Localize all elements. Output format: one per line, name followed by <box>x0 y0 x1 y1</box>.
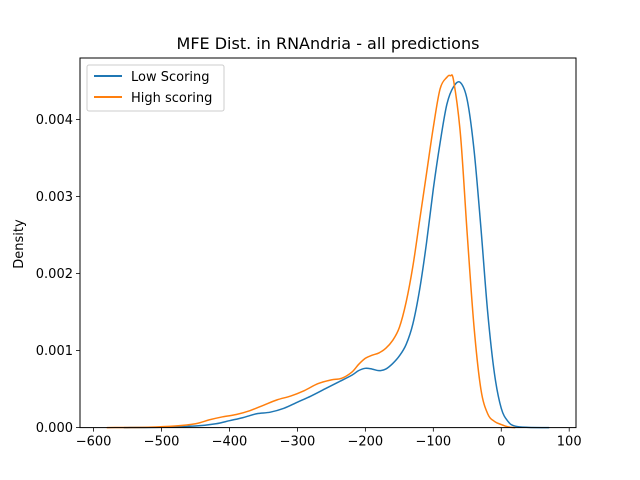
x-axis: −600 −500 −400 −300 −200 −100 0 100 <box>76 427 582 450</box>
y-tick-label: 0.001 <box>36 344 73 359</box>
y-tick-label: 0.002 <box>36 267 73 282</box>
x-tick-label: −500 <box>144 435 180 450</box>
y-axis-label: Density <box>12 219 27 269</box>
legend: Low Scoring High scoring <box>86 64 225 112</box>
chart-title: MFE Dist. in RNAndria - all predictions <box>177 34 480 53</box>
y-tick-label: 0.000 <box>36 421 73 436</box>
series-line-high-scoring <box>106 74 516 429</box>
y-axis: 0.000 0.001 0.002 0.003 0.004 <box>36 113 80 436</box>
y-tick-label: 0.004 <box>36 113 73 128</box>
plot-area-frame <box>79 57 577 429</box>
plot-lines <box>106 74 550 429</box>
x-tick-label: −600 <box>76 435 112 450</box>
x-tick-label: −200 <box>348 435 384 450</box>
x-tick-label: −400 <box>212 435 248 450</box>
x-tick-label: 100 <box>557 435 582 450</box>
y-tick-label: 0.003 <box>36 190 73 205</box>
x-tick-label: −300 <box>280 435 316 450</box>
legend-label-low-scoring: Low Scoring <box>131 70 210 85</box>
x-tick-label: 0 <box>497 435 505 450</box>
legend-label-high-scoring: High scoring <box>131 91 212 106</box>
x-tick-label: −100 <box>415 435 451 450</box>
series-line-low-scoring <box>123 81 550 429</box>
